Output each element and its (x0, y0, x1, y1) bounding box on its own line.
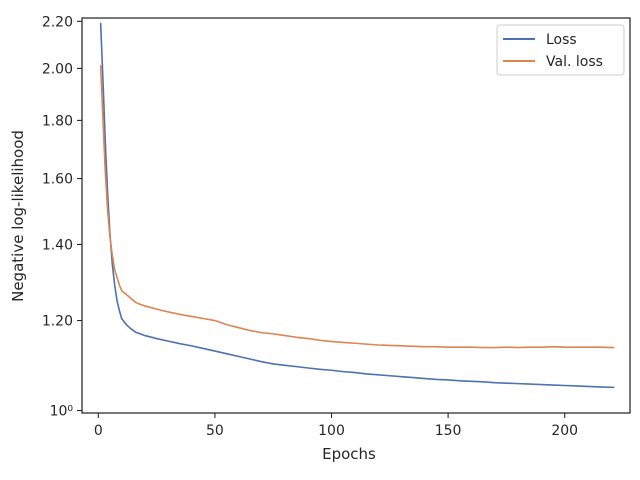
series-line-val-loss (99, 65, 615, 349)
legend: Loss Val. loss (496, 24, 625, 76)
x-tick-label: 0 (94, 423, 103, 439)
y-axis-label: Negative log-likelihood (9, 130, 27, 302)
y-tick-label: 1.40 (42, 237, 73, 253)
y-tick-label: 1.80 (42, 113, 73, 129)
x-tick-label: 100 (318, 423, 345, 439)
x-tick-label: 200 (551, 423, 578, 439)
y-tick-label: 1.60 (42, 172, 73, 188)
y-tick-label: 10⁰ (50, 404, 74, 420)
series-line-loss (99, 22, 615, 389)
legend-entry-val-loss: Val. loss (546, 54, 603, 70)
y-tick-label: 2.00 (42, 61, 73, 77)
y-tick-label: 2.20 (42, 14, 73, 30)
x-tick-label: 50 (206, 423, 224, 439)
series-layer (99, 22, 615, 389)
legend-frame (496, 24, 625, 76)
y-axis: 10⁰ 1.20 1.40 1.60 1.80 2.00 2.20 (42, 14, 82, 420)
x-axis: 0 50 100 150 200 (94, 413, 578, 439)
x-axis-label: Epochs (322, 445, 376, 463)
plot-frame (81, 17, 631, 414)
legend-entry-loss: Loss (546, 32, 577, 48)
y-tick-label: 1.20 (42, 314, 73, 330)
x-tick-label: 150 (435, 423, 462, 439)
